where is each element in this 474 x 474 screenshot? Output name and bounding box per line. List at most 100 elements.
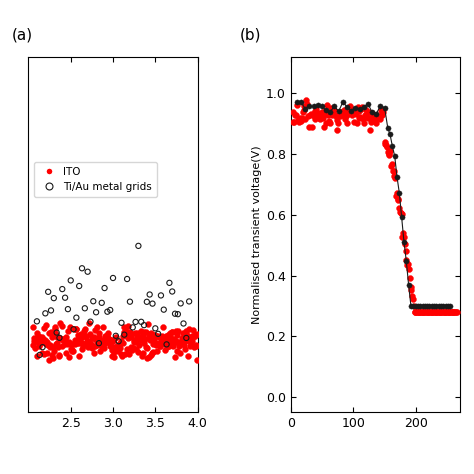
Point	[84, 338, 91, 346]
Point	[295, 118, 303, 126]
Point	[392, 192, 400, 200]
Point	[189, 326, 197, 334]
Point	[126, 298, 134, 305]
Point	[445, 308, 452, 316]
Point	[41, 336, 49, 344]
Point	[119, 332, 127, 339]
Point	[342, 112, 349, 120]
Point	[99, 343, 106, 350]
Point	[113, 342, 120, 349]
Point	[72, 326, 80, 333]
Point	[74, 335, 82, 342]
Point	[447, 308, 455, 316]
Point	[430, 302, 438, 310]
Point	[377, 102, 384, 109]
Point	[427, 308, 435, 316]
Point	[447, 302, 454, 310]
Point	[170, 342, 177, 349]
Point	[372, 119, 380, 127]
Point	[118, 319, 125, 327]
Point	[399, 233, 406, 241]
Point	[386, 131, 394, 138]
Point	[371, 113, 379, 120]
Point	[189, 337, 196, 345]
Point	[449, 308, 456, 316]
Point	[346, 102, 354, 110]
Point	[93, 341, 101, 349]
Point	[144, 355, 151, 362]
Point	[421, 302, 428, 310]
Point	[161, 339, 168, 347]
Point	[42, 310, 49, 317]
Point	[391, 152, 399, 160]
Point	[356, 113, 364, 121]
Point	[416, 308, 423, 316]
Point	[435, 302, 443, 310]
Point	[112, 343, 119, 351]
Point	[56, 334, 64, 342]
Point	[64, 328, 72, 335]
Point	[299, 109, 306, 116]
Point	[137, 337, 145, 344]
Point	[105, 335, 113, 343]
Point	[164, 332, 172, 339]
Point	[163, 341, 170, 348]
Point	[145, 353, 152, 361]
Point	[302, 96, 310, 104]
Point	[402, 257, 410, 265]
Point	[110, 348, 118, 356]
Point	[94, 335, 102, 343]
Point	[94, 340, 101, 347]
Point	[80, 327, 88, 335]
Point	[414, 302, 422, 310]
Point	[174, 310, 182, 318]
Point	[55, 334, 63, 342]
Point	[160, 339, 168, 347]
Point	[419, 308, 427, 316]
Point	[438, 308, 446, 316]
Point	[98, 337, 105, 345]
Point	[75, 352, 83, 360]
Point	[69, 340, 77, 347]
Point	[128, 346, 136, 354]
Point	[417, 302, 424, 310]
Point	[118, 337, 125, 345]
Point	[82, 332, 90, 339]
Point	[64, 340, 72, 348]
Point	[51, 323, 59, 330]
Point	[138, 353, 146, 360]
Point	[422, 308, 429, 316]
Point	[368, 118, 375, 126]
Point	[405, 265, 413, 273]
Point	[191, 330, 199, 337]
Point	[47, 307, 55, 314]
Point	[75, 282, 83, 290]
Point	[291, 118, 298, 126]
Point	[184, 352, 191, 360]
Point	[429, 308, 437, 316]
Point	[398, 214, 405, 221]
Point	[394, 197, 402, 204]
Point	[35, 343, 42, 350]
Point	[87, 341, 95, 349]
Point	[91, 334, 98, 341]
Point	[73, 325, 80, 333]
Point	[385, 151, 392, 159]
Point	[337, 109, 345, 116]
Point	[38, 349, 46, 357]
Point	[406, 274, 413, 282]
Point	[53, 329, 60, 337]
Point	[442, 308, 450, 316]
Point	[327, 108, 334, 115]
Point	[322, 107, 330, 114]
Point	[438, 308, 445, 316]
Point	[51, 326, 58, 333]
Point	[417, 308, 424, 316]
Point	[349, 107, 357, 114]
Point	[103, 334, 111, 341]
Point	[86, 319, 93, 327]
Point	[301, 105, 309, 113]
Point	[185, 326, 192, 333]
Point	[105, 329, 112, 337]
Point	[53, 330, 60, 338]
